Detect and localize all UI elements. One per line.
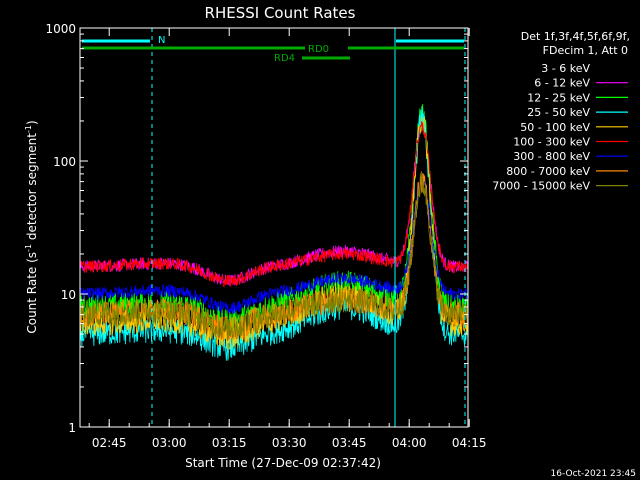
legend-header-line-2: FDecim 1, Att 0 <box>543 44 628 57</box>
series-line-6 <box>79 173 468 314</box>
y-axis-label: Count Rate (s-1 detector segment-1) <box>24 120 39 333</box>
x-tick-label-2: 03:15 <box>212 436 247 450</box>
flag-label-rd0: RD0 <box>308 44 329 55</box>
legend-header-line-1: Det 1f,3f,4f,5f,6f,9f, <box>521 30 630 43</box>
x-tick-label-4: 03:45 <box>332 436 367 450</box>
chart-title: RHESSI Count Rates <box>205 4 356 22</box>
legend-label-7: 800 - 7000 keV <box>506 165 590 178</box>
legend-label-0: 3 - 6 keV <box>541 62 590 75</box>
y-tick-label-0: 1 <box>68 421 76 435</box>
x-tick-label-6: 04:15 <box>452 436 487 450</box>
legend-label-1: 6 - 12 keV <box>534 77 590 90</box>
x-tick-label-0: 02:45 <box>92 436 127 450</box>
legend-label-5: 100 - 300 keV <box>513 136 590 149</box>
x-axis-label: Start Time (27-Dec-09 02:37:42) <box>185 456 381 470</box>
legend-label-6: 300 - 800 keV <box>513 150 590 163</box>
series-line-8 <box>79 170 469 341</box>
flag-label-rd4: RD4 <box>274 53 295 64</box>
y-axis: 1 10 100 1000 <box>45 22 468 435</box>
timestamp: 16-Oct-2021 23:45 <box>551 469 636 479</box>
x-tick-label-3: 03:30 <box>272 436 307 450</box>
y-tick-label-2: 100 <box>53 155 76 169</box>
x-tick-label-1: 03:00 <box>152 436 187 450</box>
y-tick-label-1: 10 <box>61 288 76 302</box>
legend-label-2: 12 - 25 keV <box>527 91 590 104</box>
x-axis: 02:45 03:00 03:15 03:30 03:45 04:00 04:15 <box>88 28 487 450</box>
legend-label-8: 7000 - 15000 keV <box>492 180 590 193</box>
series-line-5 <box>79 121 469 288</box>
legend-label-3: 25 - 50 keV <box>527 106 590 119</box>
legend-label-4: 50 - 100 keV <box>520 121 590 134</box>
plot-frame <box>79 27 469 428</box>
y-tick-label-3: 1000 <box>45 22 76 36</box>
flag-label-n: N <box>158 35 165 46</box>
x-tick-label-5: 04:00 <box>392 436 427 450</box>
